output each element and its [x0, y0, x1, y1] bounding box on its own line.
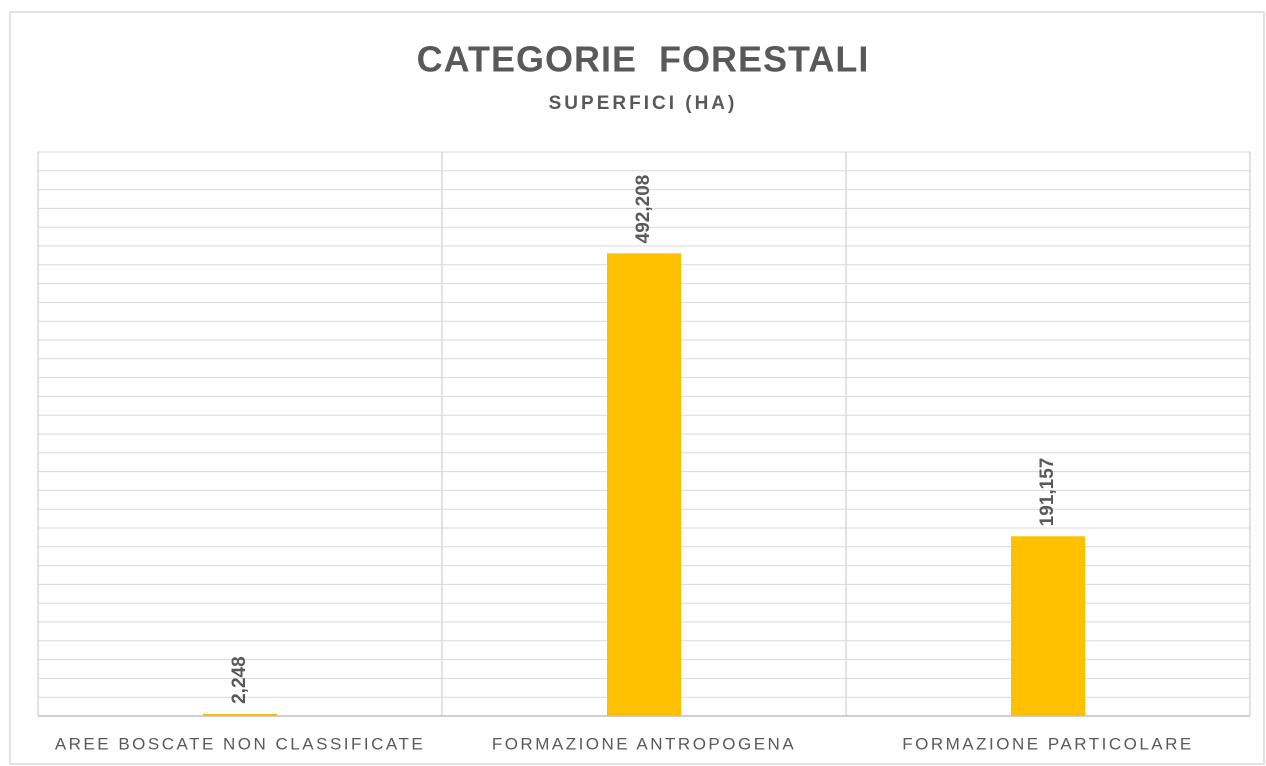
data-label: 2,248 — [229, 656, 250, 704]
chart-subtitle: SUPERFICI (HA) — [549, 93, 738, 114]
data-label: 492,208 — [633, 175, 654, 244]
x-tick-label: FORMAZIONE ANTROPOGENA — [492, 734, 796, 753]
bar — [1011, 536, 1085, 716]
chart-title: CATEGORIE FORESTALI — [417, 39, 870, 80]
bar — [203, 713, 277, 716]
data-label: 191,157 — [1037, 458, 1058, 527]
x-tick-label: AREE BOSCATE NON CLASSIFICATE — [55, 734, 425, 753]
bar — [607, 253, 681, 717]
x-tick-label: FORMAZIONE PARTICOLARE — [902, 734, 1193, 753]
